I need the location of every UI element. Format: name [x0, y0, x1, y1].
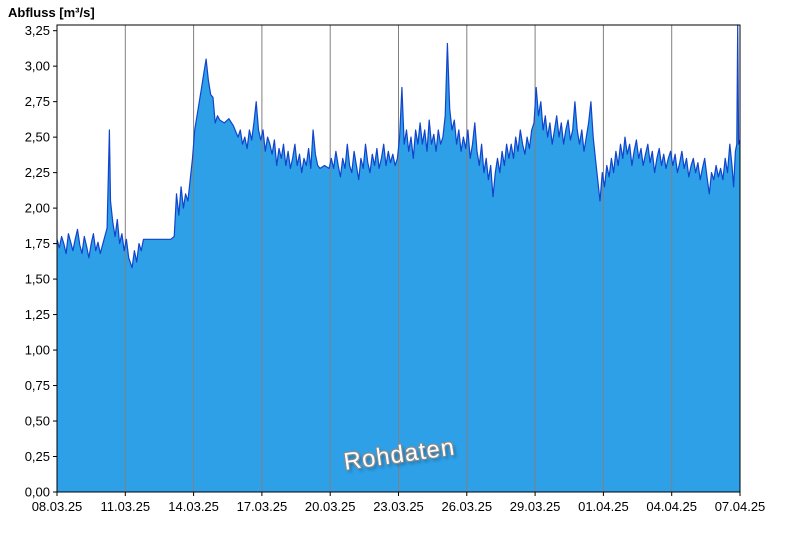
x-tick-label: 07.04.25: [715, 499, 766, 514]
y-tick-label: 2,50: [25, 130, 50, 145]
x-tick-label: 14.03.25: [168, 499, 219, 514]
x-tick-label: 20.03.25: [305, 499, 356, 514]
y-tick-label: 2,25: [25, 165, 50, 180]
y-tick-label: 1,50: [25, 272, 50, 287]
y-tick-label: 2,75: [25, 94, 50, 109]
y-tick-label: 0,25: [25, 449, 50, 464]
y-tick-label: 1,75: [25, 236, 50, 251]
x-tick-label: 04.04.25: [646, 499, 697, 514]
discharge-line: [56, 24, 741, 269]
y-tick-label: 3,00: [25, 59, 50, 74]
y-tick-label: 3,25: [25, 23, 50, 38]
y-tick-label: 1,25: [25, 307, 50, 322]
x-tick-label: 29.03.25: [510, 499, 561, 514]
x-tick-label: 23.03.25: [373, 499, 424, 514]
y-axis-title: Abfluss [m³/s]: [8, 5, 95, 20]
y-tick-label: 0,50: [25, 414, 50, 429]
x-tick-label: 17.03.25: [237, 499, 288, 514]
y-tick-label: 1,00: [25, 343, 50, 358]
x-tick-label: 01.04.25: [578, 499, 629, 514]
x-tick-label: 11.03.25: [100, 499, 150, 514]
x-tick-label: 26.03.25: [441, 499, 492, 514]
y-tick-label: 0,75: [25, 378, 50, 393]
x-tick-label: 08.03.25: [32, 499, 83, 514]
y-tick-label: 0,00: [25, 485, 50, 500]
y-tick-label: 2,00: [25, 201, 50, 216]
